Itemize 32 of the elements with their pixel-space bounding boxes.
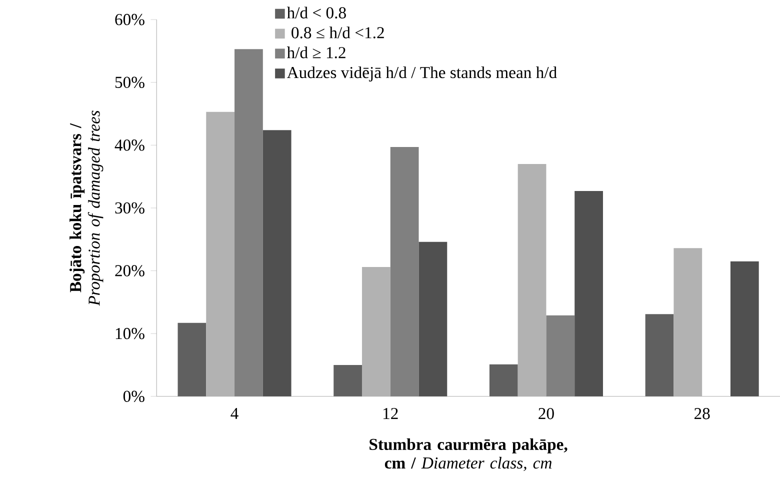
- legend-label: h/d ≥ 1.2: [286, 46, 346, 58]
- bar: [334, 364, 362, 396]
- bar: [178, 322, 206, 396]
- x-tick-label: 20: [538, 408, 554, 420]
- bar: [730, 261, 759, 396]
- legend-label: 0.8 ≤ h/d <1.2: [292, 26, 384, 38]
- bar: [206, 112, 235, 396]
- y-tick-label: 20%: [115, 264, 144, 276]
- bar: [489, 364, 518, 396]
- bar: [362, 266, 390, 396]
- y-tick-label: 60%: [115, 14, 144, 26]
- bar: [390, 146, 419, 396]
- bar: [418, 242, 448, 396]
- bar: [546, 315, 575, 396]
- bar: [518, 164, 546, 396]
- y-axis-title: Bojāto koku īpatsvars / Proportion of damaged trees: [70, 110, 104, 306]
- x-tick-label: 12: [384, 408, 398, 419]
- bar: [574, 190, 603, 396]
- bar: [262, 130, 292, 396]
- y-tick-label: 50%: [115, 76, 144, 88]
- legend-label: h/d < 0.8: [286, 6, 346, 18]
- bar: [674, 248, 702, 396]
- x-axis-title: Stumbra caurmēra pakāpe, cm / Diameter class, cm: [370, 438, 568, 471]
- x-tick-label: 4: [230, 408, 238, 419]
- y-tick-label: 0%: [123, 390, 144, 402]
- y-tick-label: 40%: [114, 139, 144, 151]
- legend-label: Audzes vidējā h/d / The stands mean h/d: [286, 66, 557, 82]
- bar: [234, 48, 263, 396]
- y-tick-label: 30%: [115, 202, 144, 214]
- y-tick-label: 10%: [116, 328, 144, 340]
- x-tick-label: 28: [694, 408, 710, 420]
- bar: [645, 314, 674, 396]
